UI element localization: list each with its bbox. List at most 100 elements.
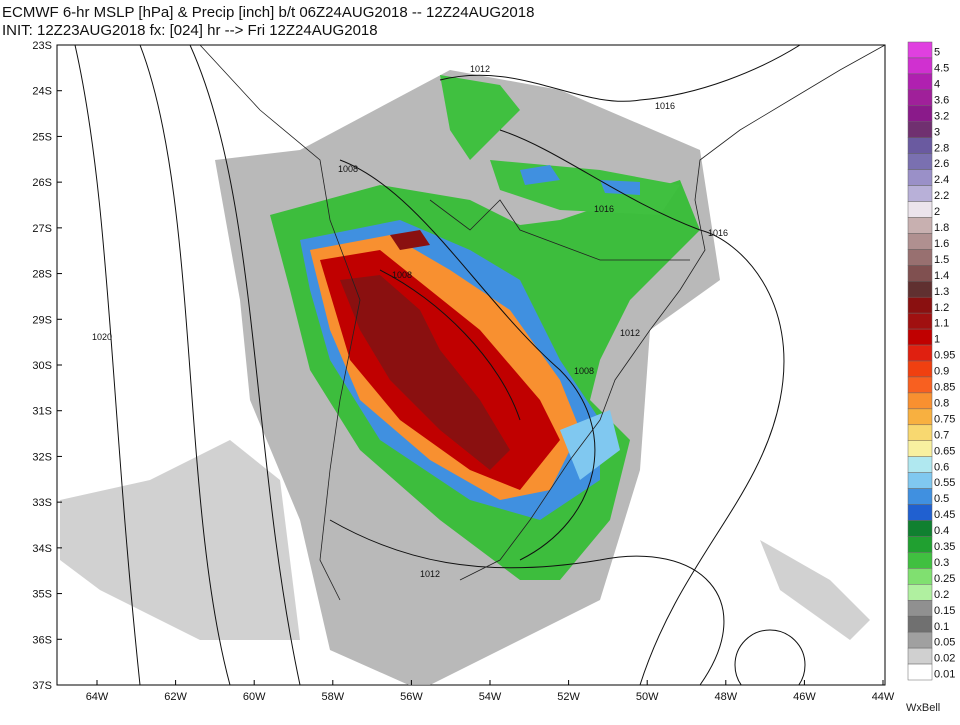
contour-label: 1016 [594, 204, 614, 214]
colorbar-swatch [907, 631, 933, 649]
colorbar-swatch [907, 89, 933, 107]
coastline-borders [199, 45, 885, 601]
lat-label: 26S [32, 177, 52, 189]
colorbar-label: 0.4 [934, 525, 949, 537]
lon-label: 44W [872, 691, 895, 703]
colorbar-label: 0.05 [934, 637, 955, 649]
colorbar-label: 0.8 [934, 397, 949, 409]
colorbar-label: 1.4 [934, 270, 949, 282]
lat-label: 25S [32, 131, 52, 143]
colorbar-label: 2 [934, 206, 940, 218]
colorbar-swatch [907, 600, 933, 617]
colorbar-label: 0.45 [934, 509, 955, 521]
colorbar-swatch [907, 344, 933, 362]
lon-label: 60W [243, 691, 266, 703]
colorbar-label: 2.4 [934, 174, 949, 186]
colorbar-label: 1.5 [934, 254, 949, 266]
colorbar-swatch [907, 57, 933, 75]
lat-label: 23S [32, 40, 52, 52]
colorbar-label: 0.5 [934, 493, 949, 505]
axes: 23S 24S 25S 26S 27S 28S 29S 30S 31S 32S 33S 34S 35S 3… [32, 40, 895, 703]
lon-label: 50W [636, 691, 659, 703]
colorbar-label: 2.8 [934, 142, 949, 154]
colorbar-swatch [907, 265, 933, 282]
colorbar-label: 4.5 [934, 63, 949, 75]
colorbar-label: 2.2 [934, 190, 949, 202]
contour-label: 1016 [655, 101, 675, 111]
lat-label: 36S [32, 634, 52, 646]
colorbar-label: 3.2 [934, 110, 949, 122]
colorbar-label: 0.3 [934, 557, 949, 569]
colorbar-swatch [907, 568, 933, 585]
colorbar-label: 3.6 [934, 94, 949, 106]
colorbar-swatch [907, 536, 933, 553]
colorbar-label: 0.9 [934, 366, 949, 378]
colorbar-label: 0.25 [934, 573, 955, 585]
precip [60, 70, 870, 685]
colorbar-label: 0.7 [934, 429, 949, 441]
lon-label: 58W [321, 691, 344, 703]
lat-label: 27S [32, 223, 52, 235]
lat-label: 32S [32, 451, 52, 463]
colorbar-swatch [907, 217, 933, 234]
lon-label: 56W [400, 691, 423, 703]
colorbar-swatch [907, 584, 933, 601]
contour-label: 1012 [620, 328, 640, 338]
lon-label: 64W [86, 691, 109, 703]
lat-label: 31S [32, 406, 52, 418]
colorbar-swatch [907, 408, 933, 426]
logo: WxBell [906, 702, 940, 714]
colorbar-swatch [907, 392, 933, 410]
colorbar-label: 0.01 [934, 669, 955, 681]
colorbar-swatch [907, 41, 933, 59]
colorbar-label: 1 [934, 334, 940, 346]
title: ECMWF 6-hr MSLP [hPa] & Precip [inch] b/… [2, 4, 534, 21]
colorbar-label: 2.6 [934, 158, 949, 170]
colorbar-swatch [907, 647, 933, 665]
colorbar-label: 0.95 [934, 350, 955, 362]
colorbar-swatch [907, 185, 933, 202]
colorbar-swatch [907, 663, 933, 681]
contour-label: 1008 [574, 366, 594, 376]
colorbar-swatch [907, 201, 933, 218]
lat-label: 34S [32, 543, 52, 555]
colorbar-swatch [907, 456, 933, 473]
subtitle: INIT: 12Z23AUG2018 fx: [024] hr --> Fri … [2, 22, 378, 39]
colorbar-swatch [907, 552, 933, 569]
colorbar-label: 0.02 [934, 653, 955, 665]
contour-label: 1020 [92, 332, 112, 342]
colorbar-swatch [907, 488, 933, 505]
lon-label: 62W [164, 691, 187, 703]
colorbar-swatch [907, 105, 933, 123]
lat-label: 30S [32, 360, 52, 372]
colorbar-swatch [907, 169, 933, 186]
colorbar-swatch [907, 520, 933, 537]
colorbar-label: 0.6 [934, 461, 949, 473]
colorbar-swatch [907, 296, 933, 314]
colorbar-label: 1.3 [934, 286, 949, 298]
contour-label: 1012 [420, 569, 440, 579]
lat-label: 37S [32, 680, 52, 692]
colorbar-swatch [907, 472, 933, 489]
lat-label: 24S [32, 86, 52, 98]
map: 1012 1016 1008 1016 1016 1008 1020 1012 … [56, 44, 886, 686]
colorbar-swatch [907, 424, 933, 441]
lon-label: 48W [714, 691, 737, 703]
lat-label: 28S [32, 269, 52, 281]
colorbar-label: 1.6 [934, 238, 949, 250]
colorbar-label: 0.85 [934, 382, 955, 394]
colorbar-swatch [907, 376, 933, 394]
lon-label: 54W [479, 691, 502, 703]
colorbar-swatch [907, 137, 933, 154]
colorbar-label: 3 [934, 126, 940, 138]
contours [74, 45, 806, 685]
lon-label: 52W [557, 691, 580, 703]
colorbar-label: 0.35 [934, 541, 955, 553]
colorbar-swatch [907, 360, 933, 378]
colorbar-label: 0.55 [934, 477, 955, 489]
colorbar-swatch [907, 312, 933, 330]
colorbar-label: 4 [934, 78, 940, 90]
lat-label: 29S [32, 314, 52, 326]
colorbar-swatch [907, 328, 933, 346]
colorbar-swatch [907, 504, 933, 521]
